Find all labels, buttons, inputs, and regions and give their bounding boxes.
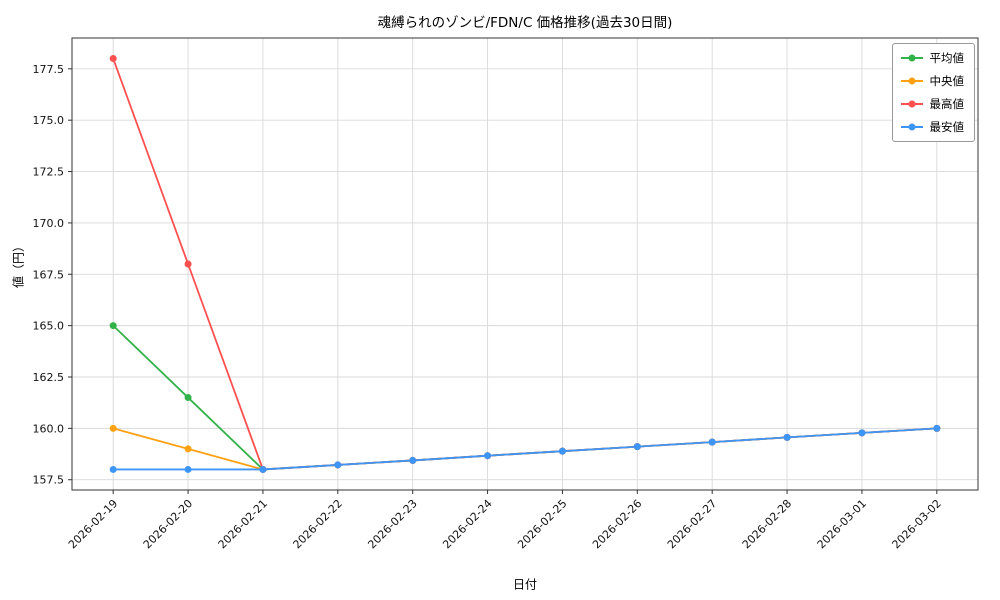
series-marker (558, 447, 566, 455)
y-tick-label: 165.0 (33, 320, 65, 333)
x-tick-label: 2026-03-02 (890, 497, 944, 551)
x-axis-label: 日付 (512, 577, 538, 592)
y-tick-label: 167.5 (33, 268, 65, 281)
legend-line-marker (900, 123, 923, 131)
series-line (112, 427, 937, 471)
legend-item: 中央値 (900, 73, 965, 89)
series-line (113, 427, 937, 471)
series-marker (184, 394, 192, 402)
legend-dot (908, 77, 915, 85)
x-tick-label: 2026-03-01 (815, 497, 869, 551)
x-tick-label: 2026-02-24 (440, 497, 494, 551)
x-tick-label: 2026-02-21 (216, 497, 270, 551)
legend-dot (908, 54, 915, 62)
legend-item: 平均値 (900, 50, 965, 66)
series-marker (409, 456, 417, 464)
x-tick-label: 2026-02-20 (141, 497, 195, 551)
series-marker (109, 322, 117, 330)
legend-label: 中央値 (929, 74, 965, 88)
legend-line-marker (900, 100, 923, 108)
series-marker (783, 433, 791, 441)
y-tick-label: 162.5 (33, 371, 65, 384)
legend-line-marker (900, 54, 923, 62)
series-marker (109, 55, 117, 63)
y-tick-label: 157.5 (33, 474, 65, 487)
x-tick-label: 2026-02-22 (291, 497, 345, 551)
series-marker (259, 465, 267, 473)
y-tick-label: 172.5 (33, 166, 65, 179)
y-tick-label: 170.0 (33, 217, 65, 230)
legend-item: 最安値 (900, 119, 965, 135)
series-marker (334, 461, 342, 469)
legend-label: 最高値 (929, 97, 965, 111)
series-marker (184, 445, 192, 453)
x-tick-label: 2026-02-26 (590, 497, 644, 551)
legend-label: 平均値 (929, 51, 965, 65)
series-marker (109, 424, 117, 432)
series-marker (484, 452, 492, 460)
series-marker (858, 429, 866, 437)
legend: 平均値中央値最高値最安値 (891, 43, 975, 142)
y-tick-label: 177.5 (33, 63, 65, 76)
series-marker (184, 260, 192, 268)
series-marker (109, 465, 117, 473)
y-tick-label: 160.0 (33, 422, 65, 435)
series-marker (184, 465, 192, 473)
legend-item: 最高値 (900, 96, 965, 112)
x-tick-label: 2026-02-27 (665, 497, 719, 551)
x-tick-label: 2026-02-19 (66, 497, 120, 551)
y-tick-label: 175.0 (33, 114, 65, 127)
x-tick-label: 2026-02-25 (515, 497, 569, 551)
series-marker (933, 424, 941, 432)
x-tick-label: 2026-02-23 (365, 497, 419, 551)
series-marker (633, 443, 641, 451)
legend-dot (908, 100, 915, 108)
series-marker (708, 438, 716, 446)
x-tick-label: 2026-02-28 (740, 497, 794, 551)
legend-label: 最安値 (929, 120, 965, 134)
plot-frame (71, 37, 979, 491)
legend-dot (908, 123, 915, 131)
chart-title: 魂縛られのゾンビ/FDN/C 価格推移(過去30日間) (377, 15, 673, 31)
legend-line-marker (900, 77, 923, 85)
